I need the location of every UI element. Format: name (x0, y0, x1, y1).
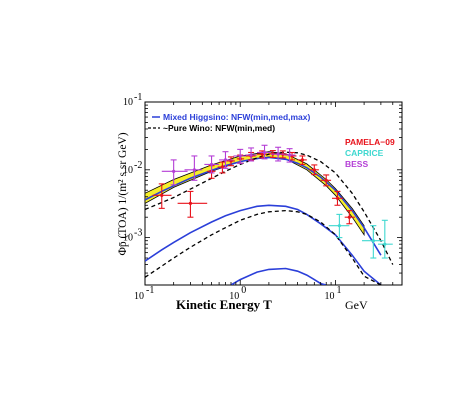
series-line-5 (145, 209, 382, 285)
bess-point-5 (249, 153, 253, 157)
legend: Mixed Higgsino: NFW(min,med,max) ~Pure W… (148, 112, 311, 133)
label-caprice: CAPRICE (345, 148, 384, 158)
pamela-point-13 (324, 178, 328, 182)
series-line-4 (145, 151, 394, 265)
bess-point-8 (287, 153, 292, 157)
bess-point-0 (172, 169, 176, 173)
pamela-point-11 (300, 158, 305, 162)
x-tick-label-exp-2: 1 (336, 285, 341, 296)
legend-label-wino: ~Pure Wino: NFW(min,med) (163, 123, 275, 133)
x-axis-label: Kinetic Energy T (176, 297, 272, 312)
y-axis-label: Φp̄ (TOA) 1/(m² s sr GeV) (117, 132, 129, 255)
pamela-point-1 (188, 201, 193, 205)
x-tick-label-exp-1: 0 (241, 285, 246, 296)
series-line-2 (145, 204, 382, 285)
pamela-point-12 (312, 168, 316, 172)
y-tick-label-2: 10 (123, 97, 133, 108)
bess-point-7 (276, 152, 280, 156)
bess-point-6 (262, 150, 267, 155)
data-group-bess (161, 144, 296, 186)
plot-area (144, 101, 403, 286)
pamela-point-15 (347, 215, 351, 219)
y-tick-label-0: 10 (123, 233, 133, 244)
series-line-3 (230, 267, 327, 285)
pamela-point-3 (220, 165, 225, 169)
pamela-point-7 (260, 152, 264, 156)
pamela-point-0 (160, 193, 164, 197)
x-tick-label-0: 10 (134, 291, 144, 302)
bess-point-3 (223, 158, 228, 162)
x-tick-label-exp-0: -1 (146, 285, 154, 296)
x-tick-label-2: 10 (324, 291, 334, 302)
y-tick-label-exp-1: -2 (134, 160, 142, 171)
experiment-labels: PAMELA−09 CAPRICE BESS (345, 137, 395, 169)
caprice-point-1 (371, 239, 375, 243)
bess-point-1 (192, 168, 196, 172)
label-pamela: PAMELA−09 (345, 137, 395, 147)
model-curves (145, 151, 394, 285)
bess-point-2 (209, 162, 214, 167)
y-tick-label-1: 10 (123, 165, 133, 176)
legend-label-higgsino: Mixed Higgsino: NFW(min,med,max) (163, 112, 311, 122)
experimental-data (152, 144, 393, 259)
y-tick-label-exp-0: -3 (134, 228, 142, 239)
caprice-point-2 (383, 242, 387, 246)
bess-point-4 (238, 154, 242, 158)
x-axis-unit: GeV (345, 298, 368, 312)
x-tick-label-1: 10 (229, 291, 239, 302)
series-line-1 (145, 156, 382, 256)
pamela-point-14 (335, 196, 340, 200)
y-tick-label-exp-2: -1 (134, 92, 142, 103)
caprice-point-0 (337, 224, 341, 228)
label-bess: BESS (345, 159, 368, 169)
data-group-caprice (328, 213, 393, 259)
